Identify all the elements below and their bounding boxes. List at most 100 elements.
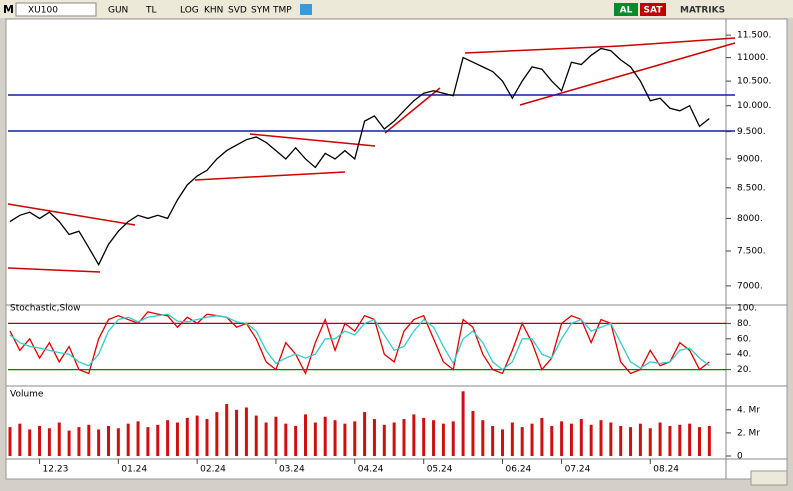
bar (156, 424, 160, 456)
bar (205, 419, 209, 456)
y-tick-label: 7000. (737, 281, 763, 291)
x-tick-label: 06.24 (506, 465, 532, 475)
bar (97, 429, 101, 456)
toolbar-items: M XU100 GUN TL LOG KHN SVD SYM TMP AL SA… (3, 2, 725, 17)
y-tick-label: 8000. (737, 214, 763, 224)
trendline (7, 203, 136, 226)
series-line (9, 47, 710, 267)
bar (215, 412, 219, 456)
nav-buttons[interactable] (750, 470, 788, 486)
button[interactable]: SYM (251, 6, 270, 16)
bar (57, 422, 61, 456)
bar (569, 423, 573, 456)
bar (107, 425, 110, 456)
chart-area (5, 18, 788, 480)
y-tick-label: 10.500. (737, 77, 771, 87)
bar (304, 414, 307, 456)
menu[interactable]: M (3, 3, 14, 16)
y-tick-label: 7.500. (737, 247, 766, 257)
y-tick-label: 2. Mr (737, 428, 760, 438)
bar (264, 422, 268, 456)
y-tick-label: 11000. (737, 53, 769, 63)
bar (688, 423, 692, 456)
bar (77, 427, 81, 456)
bar (225, 404, 229, 456)
trendline (619, 37, 736, 47)
y-tick-label: 4. Mr (737, 405, 760, 415)
buy-button[interactable] (614, 3, 638, 16)
y-tick-label: 9000. (737, 154, 763, 164)
bar (235, 409, 239, 456)
button[interactable]: LOG (180, 6, 199, 16)
x-tick-label: 05.24 (427, 465, 453, 475)
x-tick-label: 08.24 (653, 465, 679, 475)
bar (313, 422, 317, 456)
bar (363, 412, 367, 456)
symbol: XU100 (28, 6, 58, 16)
y-tick-label: 10.000. (737, 101, 771, 111)
y-tick-label: 20. (737, 365, 751, 375)
button[interactable]: SVD (228, 6, 247, 16)
brand: MATRIKS (680, 6, 725, 16)
bar (451, 421, 455, 456)
bar (550, 425, 554, 456)
bar (471, 410, 475, 456)
trendline (249, 133, 376, 147)
bar (589, 424, 593, 456)
bar (707, 425, 711, 456)
y-tick-label: 40. (737, 350, 751, 360)
bar (166, 420, 170, 456)
toolbar (0, 0, 793, 18)
button[interactable]: TL (145, 6, 157, 16)
bar (520, 427, 524, 456)
bar (126, 423, 130, 456)
symbol-box[interactable] (15, 2, 97, 17)
pane-title: Volume (10, 390, 44, 400)
bar (510, 422, 514, 456)
bar (8, 427, 12, 456)
bar (678, 424, 682, 456)
bar (668, 425, 672, 456)
bar (274, 416, 278, 456)
bar (638, 423, 642, 456)
bar (392, 422, 396, 456)
trendlines (7, 37, 736, 273)
bar (136, 421, 140, 456)
bar (294, 425, 298, 456)
bar (599, 420, 603, 456)
bar (254, 415, 258, 456)
pane-title: Stochastic,Slow (10, 304, 81, 314)
button[interactable]: TMP (272, 6, 292, 16)
x-tick-label: 02.24 (200, 465, 226, 475)
trendline (464, 45, 621, 54)
bar (116, 428, 120, 456)
bar (67, 430, 71, 456)
bar (28, 429, 32, 456)
sell-button[interactable] (640, 3, 666, 16)
bar (609, 422, 613, 456)
x-tick-label: 01.24 (121, 465, 147, 475)
y-tick-label: 80. (737, 319, 751, 329)
x-tick-label: 07.24 (565, 465, 591, 475)
bar (629, 427, 633, 456)
y-tick-label: 9.500. (737, 127, 766, 137)
bar (560, 421, 564, 456)
button[interactable]: GUN (108, 6, 128, 16)
buy-label: AL (620, 6, 633, 16)
bar (146, 427, 150, 456)
bar (353, 421, 357, 456)
bar (175, 422, 179, 456)
bar (461, 391, 465, 456)
bar (18, 423, 22, 456)
bar (38, 425, 42, 456)
bar (372, 419, 376, 456)
twitter-icon[interactable] (300, 4, 312, 15)
bar (491, 425, 495, 456)
bar (658, 422, 662, 456)
bar (343, 423, 347, 456)
series-line (9, 313, 710, 371)
button[interactable]: KHN (204, 6, 223, 16)
bar (195, 415, 199, 456)
bar (540, 417, 544, 456)
